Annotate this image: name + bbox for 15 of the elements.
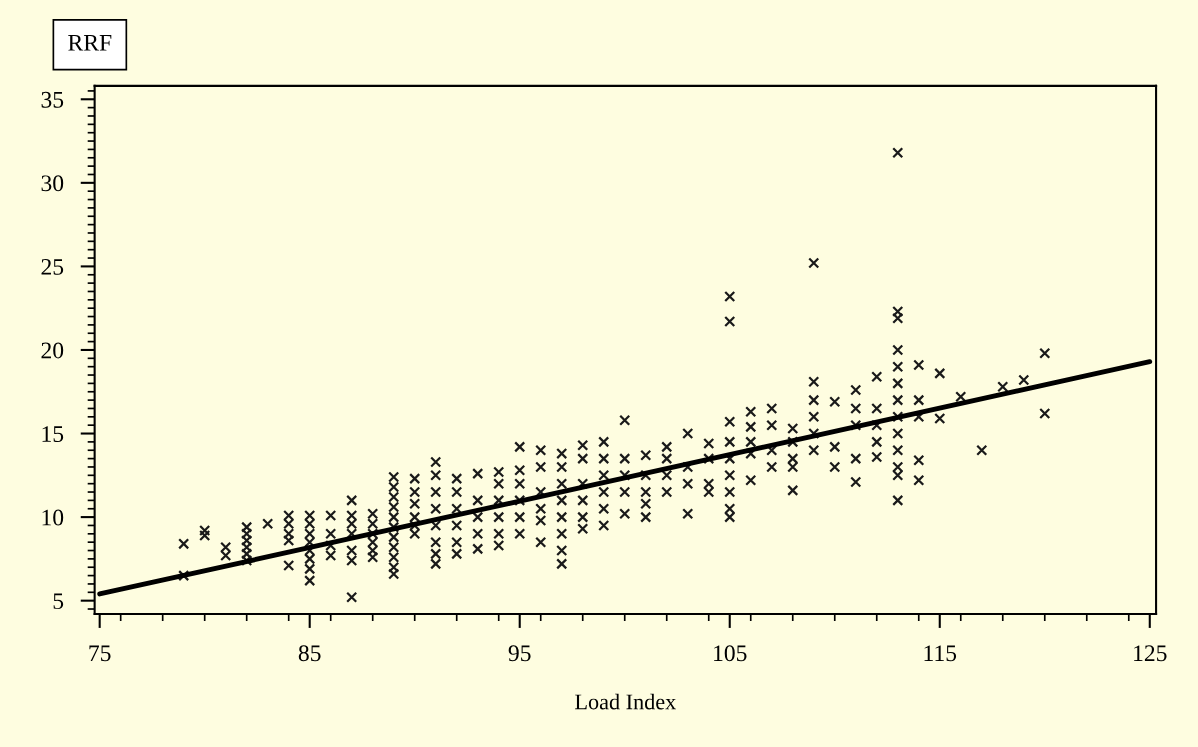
y-tick-label: 35 xyxy=(41,91,64,108)
y-tick-label: 5 xyxy=(53,593,64,610)
x-tick-label: 85 xyxy=(298,645,321,662)
y-tick-label: 25 xyxy=(41,258,64,275)
y-tick-label: 15 xyxy=(42,426,64,442)
y-tick-label: 30 xyxy=(41,175,64,192)
x-axis-title: Load Index xyxy=(575,693,676,710)
x-tick-label: 105 xyxy=(714,645,747,662)
y-axis-title: RRF xyxy=(68,35,112,51)
y-tick-label: 10 xyxy=(42,509,64,526)
x-tick-label: 75 xyxy=(89,645,111,662)
x-tick-label: 115 xyxy=(924,645,957,662)
x-tick-label: 95 xyxy=(508,645,531,662)
x-tick-label: 125 xyxy=(1134,645,1167,662)
y-tick-label: 20 xyxy=(41,342,64,359)
